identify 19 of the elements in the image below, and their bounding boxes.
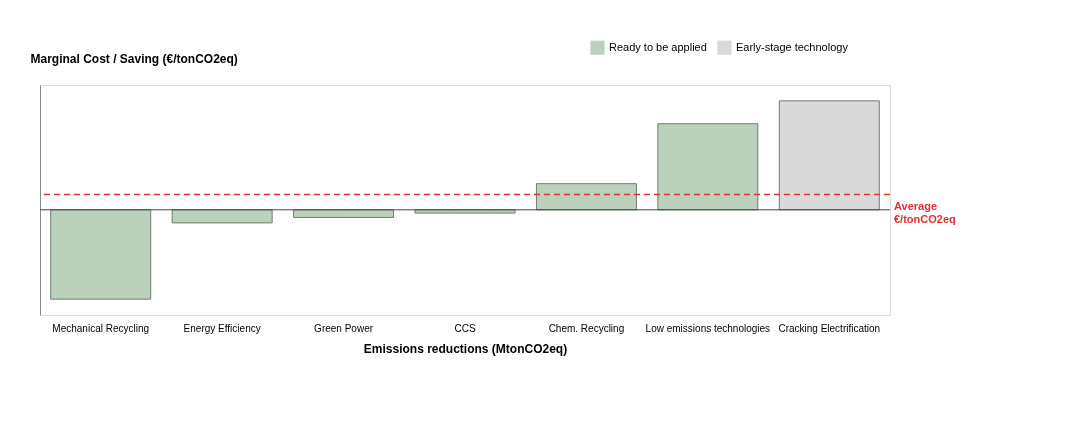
y-axis-title: Marginal Cost / Saving (€/tonCO2eq) (30, 51, 238, 66)
bar (293, 209, 395, 218)
bar (535, 183, 637, 211)
x-tick-label: Chem. Recycling (548, 322, 625, 334)
x-tick-label: Green Power (314, 322, 374, 334)
x-tick-label: CCS (454, 322, 476, 334)
ref-line-label: Average €/tonCO2eq (894, 199, 956, 225)
x-tick-label: Cracking Electrification (778, 322, 881, 334)
bar (778, 100, 880, 211)
x-tick-label: Low emissions technologies (645, 322, 771, 334)
bar (50, 209, 152, 300)
bar (657, 123, 759, 211)
x-tick-label: Mechanical Recycling (52, 322, 150, 334)
x-axis-title: Emissions reductions (MtonCO2eq) (363, 341, 568, 356)
bar (171, 209, 273, 224)
legend-label: Ready to be applied (609, 40, 707, 53)
x-tick-label: Energy Efficiency (183, 322, 261, 334)
bar (414, 209, 516, 214)
legend-label: Early-stage technology (736, 40, 849, 53)
